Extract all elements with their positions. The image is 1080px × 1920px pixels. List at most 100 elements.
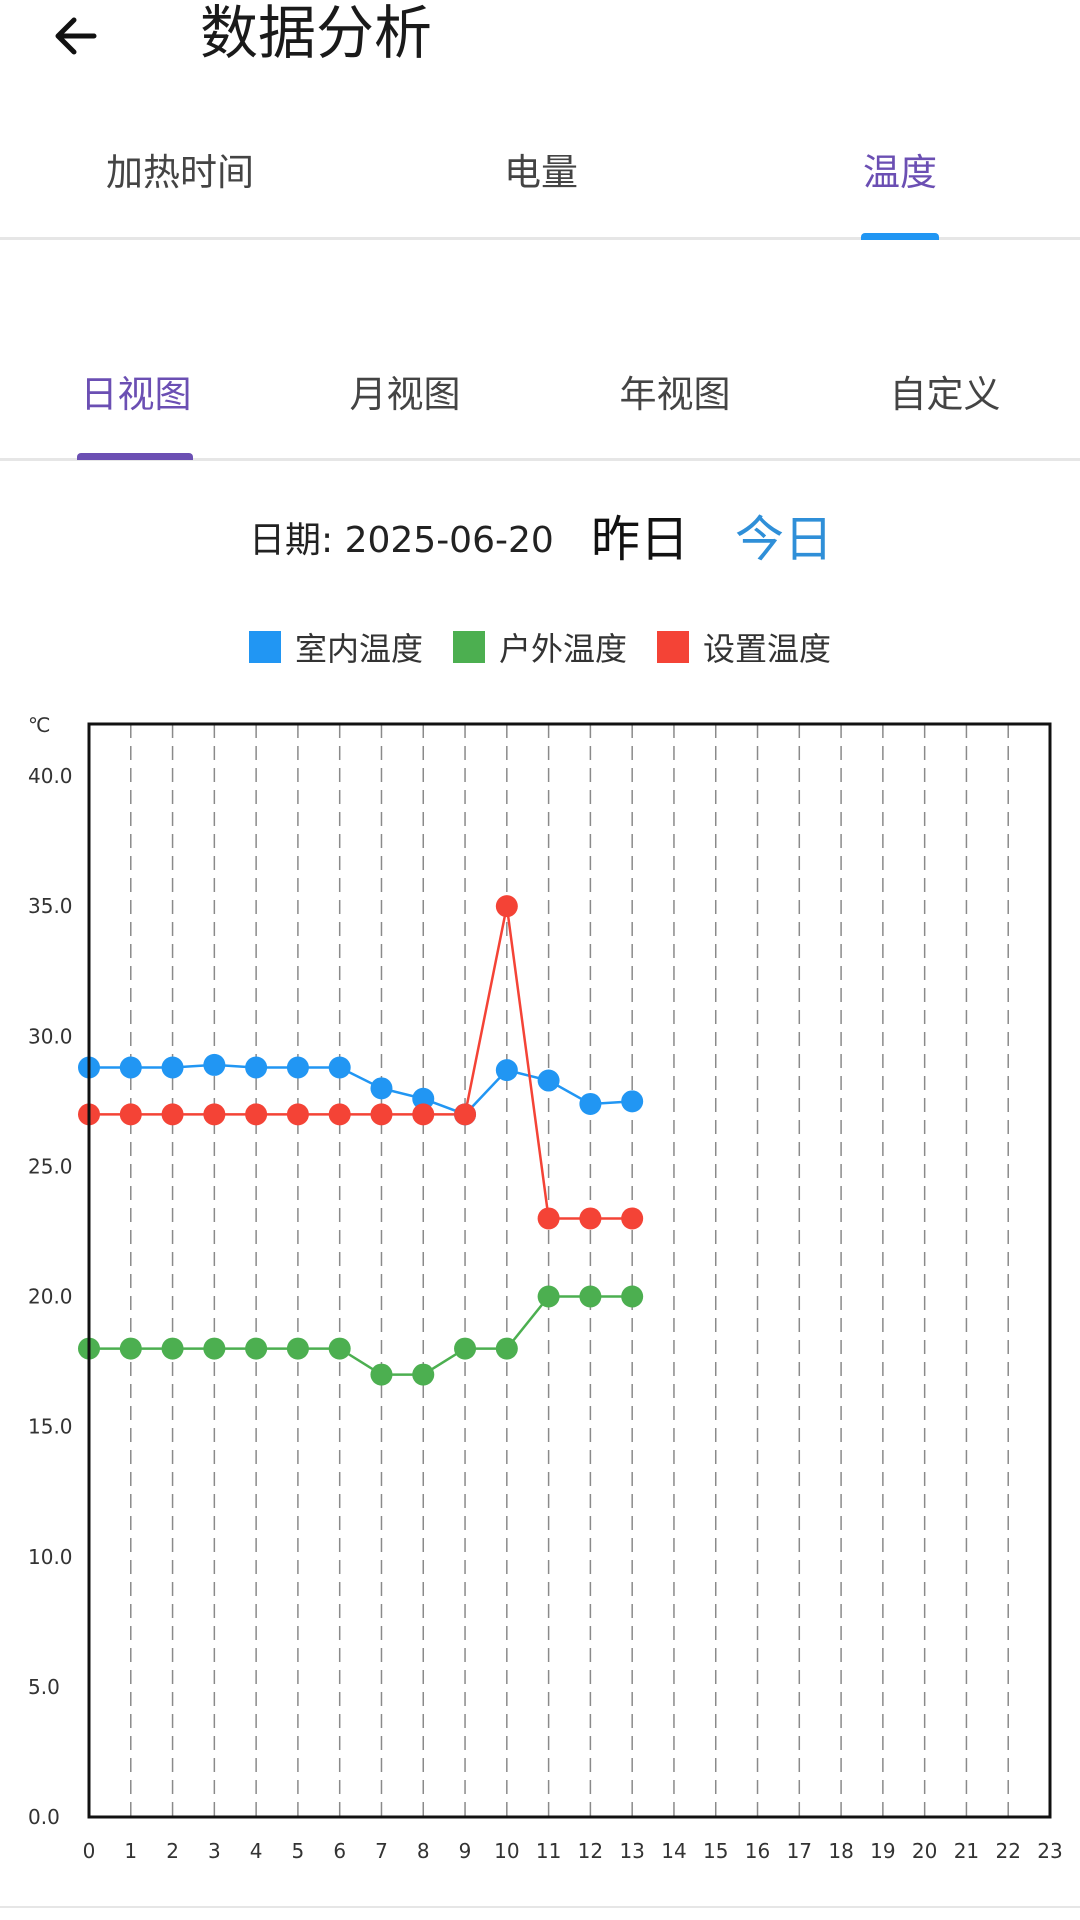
tab-heating-time[interactable]: 加热时间	[106, 151, 254, 194]
x-tick-label: 23	[1037, 1839, 1062, 1863]
x-tick-label: 14	[661, 1839, 686, 1863]
legend-label: 设置温度	[703, 630, 832, 668]
data-point-0	[537, 1069, 560, 1092]
x-tick-label: 19	[870, 1839, 895, 1863]
data-point-2	[537, 1207, 560, 1230]
data-point-0	[328, 1056, 351, 1079]
data-point-1	[370, 1363, 393, 1386]
data-point-2	[161, 1103, 184, 1126]
data-point-2	[370, 1103, 393, 1126]
x-tick-label: 7	[375, 1839, 388, 1863]
data-point-1	[579, 1285, 602, 1308]
tab-temperature[interactable]: 温度	[863, 151, 937, 194]
data-point-2	[245, 1103, 268, 1126]
tabs-divider	[0, 237, 1080, 240]
x-tick-label: 15	[703, 1839, 728, 1863]
legend-swatch	[452, 631, 485, 663]
y-tick-label: 15.0	[28, 1415, 73, 1439]
data-point-1	[621, 1285, 644, 1308]
x-tick-label: 20	[912, 1839, 937, 1863]
data-point-1	[412, 1363, 435, 1386]
legend-setpoint[interactable]: 设置温度	[657, 624, 831, 670]
yesterday-button[interactable]: 昨日	[591, 511, 690, 568]
y-tick-label: 30.0	[28, 1024, 73, 1048]
x-tick-label: 1	[124, 1839, 137, 1863]
data-point-2	[495, 895, 518, 918]
data-point-2	[286, 1103, 309, 1126]
legend-swatch	[657, 631, 689, 663]
data-point-1	[245, 1337, 268, 1360]
temperature-chart: ℃0.05.010.015.020.025.030.035.040.00 1 2 3 4…	[28, 713, 1063, 1863]
data-point-0	[370, 1077, 393, 1100]
x-tick-label: 9	[459, 1839, 472, 1863]
series-line-1	[89, 1295, 633, 1376]
back-arrow-icon[interactable]	[46, 6, 106, 66]
subtab-day-view[interactable]: 日视图	[80, 373, 192, 416]
data-point-2	[454, 1103, 477, 1126]
data-point-1	[161, 1337, 184, 1360]
data-point-1	[119, 1337, 142, 1360]
subtab-custom[interactable]: 自定义	[889, 373, 1001, 416]
y-tick-label: 0.0	[28, 1805, 60, 1829]
x-tick-label: 2	[166, 1839, 179, 1863]
x-tick-label: 0	[83, 1839, 96, 1863]
y-tick-label: 5.0	[28, 1675, 60, 1699]
today-button[interactable]: 今日	[735, 511, 834, 568]
x-tick-label: 6	[333, 1839, 346, 1863]
legend-outdoor[interactable]: 户外温度	[452, 624, 627, 670]
data-point-0	[579, 1092, 602, 1115]
data-point-2	[579, 1207, 602, 1230]
data-point-1	[286, 1337, 309, 1360]
data-point-1	[454, 1337, 477, 1360]
x-tick-label: 5	[292, 1839, 305, 1863]
legend-label: 户外温度	[498, 630, 627, 668]
chart-legend: 室内温度 户外温度 设置温度	[0, 624, 1080, 670]
plot-frame	[87, 722, 1052, 1819]
y-tick-label: 40.0	[28, 764, 73, 788]
subtab-month-view[interactable]: 月视图	[349, 373, 461, 416]
legend-label: 室内温度	[294, 630, 423, 668]
x-tick-label: 16	[745, 1839, 770, 1863]
data-point-2	[328, 1103, 351, 1126]
x-tick-label: 4	[250, 1839, 263, 1863]
data-point-1	[495, 1337, 518, 1360]
data-point-0	[119, 1056, 142, 1079]
x-tick-label: 17	[787, 1839, 812, 1863]
data-point-0	[286, 1056, 309, 1079]
data-point-1	[328, 1337, 351, 1360]
page-title: 数据分析	[200, 0, 433, 67]
legend-swatch	[248, 631, 281, 663]
y-tick-label: 20.0	[28, 1285, 73, 1309]
data-point-2	[119, 1103, 142, 1126]
y-tick-label: 25.0	[28, 1154, 73, 1178]
data-point-1	[537, 1285, 560, 1308]
x-tick-label: 12	[578, 1839, 603, 1863]
data-point-0	[495, 1059, 518, 1082]
y-tick-label: 35.0	[28, 894, 73, 918]
tab-indicator	[861, 233, 939, 240]
subtab-indicator	[77, 453, 193, 460]
y-axis-unit: ℃	[28, 713, 50, 737]
x-tick-label: 10	[494, 1839, 519, 1863]
data-point-0	[245, 1056, 268, 1079]
data-point-0	[621, 1090, 644, 1113]
x-tick-label: 8	[417, 1839, 430, 1863]
date-label: 日期: 2025-06-20	[249, 520, 554, 561]
data-point-1	[203, 1337, 226, 1360]
subtab-year-view[interactable]: 年视图	[619, 373, 731, 416]
tab-electricity[interactable]: 电量	[504, 151, 578, 194]
subtabs-divider	[0, 458, 1080, 461]
legend-indoor[interactable]: 室内温度	[248, 624, 423, 670]
x-tick-label: 22	[995, 1839, 1020, 1863]
data-point-2	[412, 1103, 435, 1126]
x-tick-label: 21	[954, 1839, 979, 1863]
x-tick-label: 3	[208, 1839, 221, 1863]
x-tick-label: 11	[536, 1839, 561, 1863]
data-point-2	[203, 1103, 226, 1126]
x-tick-label: 13	[619, 1839, 644, 1863]
x-tick-label: 18	[828, 1839, 853, 1863]
data-point-0	[412, 1087, 435, 1110]
bottom-divider	[0, 1906, 1080, 1908]
data-point-0	[203, 1053, 226, 1076]
data-point-0	[161, 1056, 184, 1079]
